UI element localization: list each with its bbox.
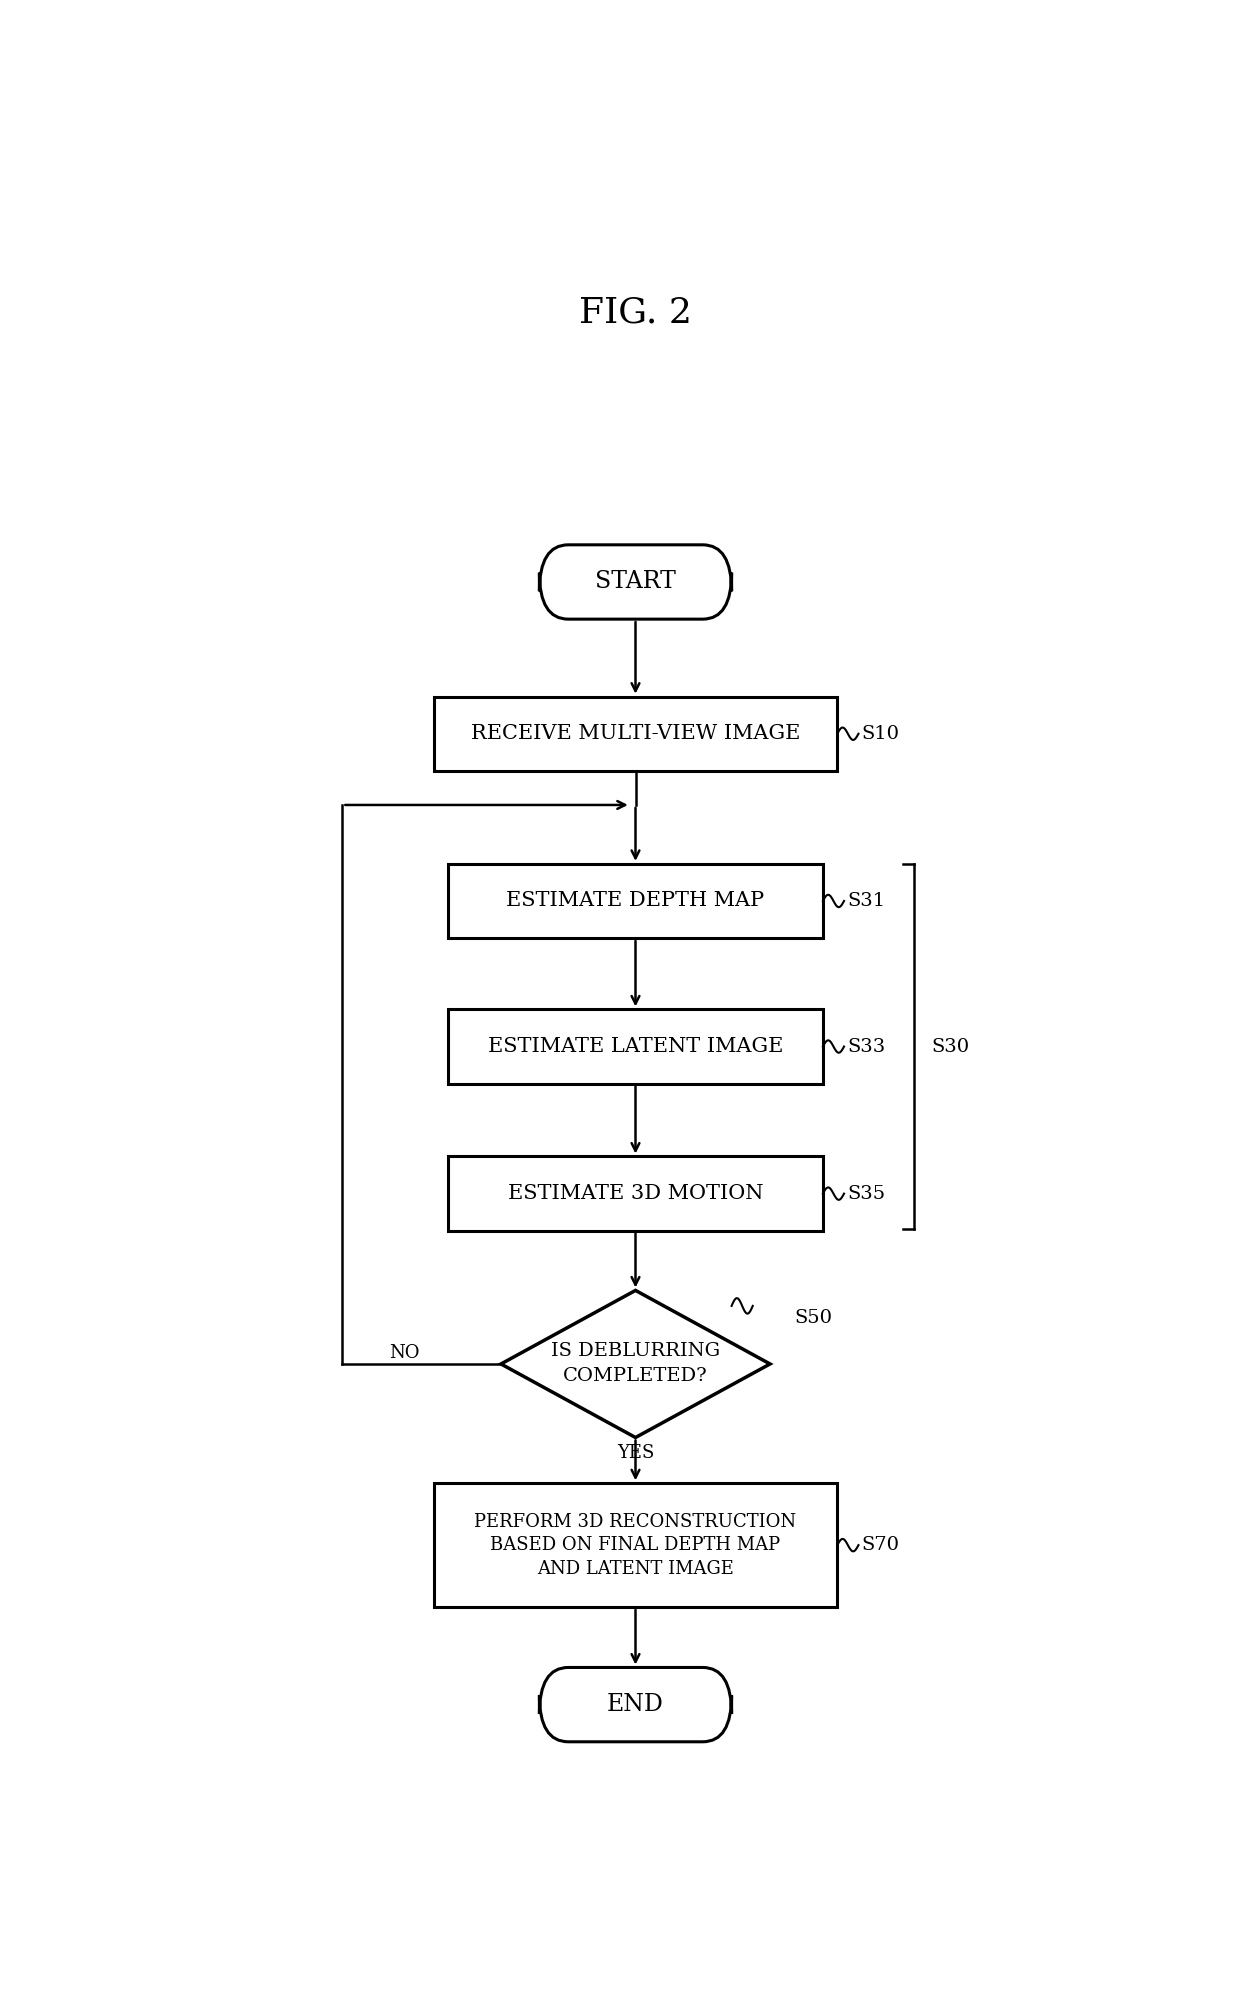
Text: RECEIVE MULTI-VIEW IMAGE: RECEIVE MULTI-VIEW IMAGE <box>471 724 800 744</box>
Text: S70: S70 <box>862 1536 899 1555</box>
Polygon shape <box>501 1291 770 1438</box>
Text: S31: S31 <box>847 893 885 909</box>
FancyBboxPatch shape <box>539 545 732 619</box>
Bar <box>434 1484 837 1607</box>
Text: NO: NO <box>389 1343 419 1361</box>
Text: YES: YES <box>616 1444 655 1462</box>
Text: IS DEBLURRING
COMPLETED?: IS DEBLURRING COMPLETED? <box>551 1343 720 1386</box>
Text: S10: S10 <box>862 724 899 742</box>
Text: S50: S50 <box>794 1309 832 1327</box>
Text: END: END <box>608 1693 663 1715</box>
Text: FIG. 2: FIG. 2 <box>579 296 692 330</box>
Text: START: START <box>595 571 676 593</box>
Text: S33: S33 <box>847 1038 885 1056</box>
Text: S35: S35 <box>847 1184 885 1203</box>
FancyBboxPatch shape <box>539 1667 732 1742</box>
Text: ESTIMATE 3D MOTION: ESTIMATE 3D MOTION <box>507 1184 764 1203</box>
Bar <box>448 865 823 939</box>
Bar <box>448 1010 823 1084</box>
Text: ESTIMATE DEPTH MAP: ESTIMATE DEPTH MAP <box>506 891 765 911</box>
Text: PERFORM 3D RECONSTRUCTION
BASED ON FINAL DEPTH MAP
AND LATENT IMAGE: PERFORM 3D RECONSTRUCTION BASED ON FINAL… <box>475 1512 796 1579</box>
Text: ESTIMATE LATENT IMAGE: ESTIMATE LATENT IMAGE <box>487 1038 784 1056</box>
Bar <box>448 1156 823 1231</box>
Bar <box>434 696 837 770</box>
Text: S30: S30 <box>931 1038 970 1056</box>
